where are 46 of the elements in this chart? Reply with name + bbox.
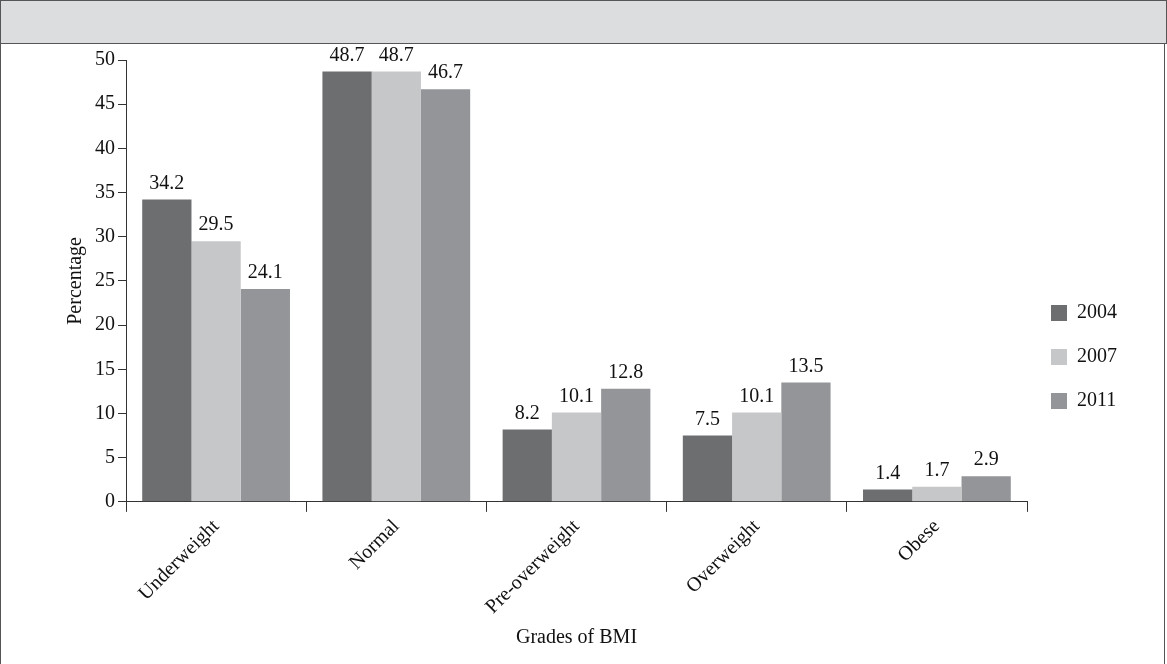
data-label: 13.5	[788, 353, 824, 376]
data-label: 29.5	[198, 212, 234, 235]
bar	[240, 288, 290, 502]
bar	[682, 435, 733, 502]
data-label: 10.1	[559, 383, 594, 406]
data-label: 10.1	[739, 383, 775, 406]
data-label: 2.9	[973, 447, 999, 470]
bar	[371, 71, 421, 502]
data-label: 8.2	[514, 400, 540, 423]
data-label: 12.8	[608, 359, 644, 382]
data-label: 7.5	[694, 406, 720, 429]
bar	[551, 412, 602, 502]
bar	[912, 486, 962, 502]
bar	[142, 199, 192, 502]
data-label: 1.4	[875, 460, 901, 483]
y-tick-label: 20	[95, 312, 115, 335]
y-tick-label: 25	[95, 268, 115, 291]
bar	[781, 382, 831, 502]
y-tick-label: 5	[105, 444, 115, 467]
data-label: 1.7	[924, 458, 950, 481]
y-tick-label: 15	[95, 356, 115, 379]
y-tick-label: 35	[95, 179, 115, 202]
legend-label: 2007	[1077, 344, 1117, 367]
bar	[961, 476, 1011, 502]
x-axis-title: Grades of BMI	[515, 625, 638, 648]
data-label: 34.2	[149, 170, 185, 193]
y-tick-label: 40	[95, 135, 115, 158]
y-tick-label: 45	[95, 91, 115, 114]
bar	[601, 388, 651, 502]
bar	[502, 429, 552, 502]
bar	[191, 241, 241, 502]
bar	[863, 489, 913, 502]
y-tick-label: 10	[95, 400, 115, 423]
y-axis-title: Percentage	[63, 236, 87, 325]
y-tick-label: 30	[95, 223, 115, 246]
data-label: 46.7	[428, 60, 464, 83]
data-label: 48.7	[329, 42, 365, 65]
data-label: 24.1	[247, 260, 283, 283]
legend-label: 2011	[1077, 388, 1117, 411]
bar	[322, 71, 372, 502]
y-tick-label: 0	[105, 489, 115, 512]
y-tick-label: 50	[95, 47, 115, 70]
bar	[732, 412, 782, 502]
legend-label: 2004	[1077, 300, 1117, 323]
bar	[420, 89, 471, 502]
data-label: 48.7	[378, 42, 414, 65]
